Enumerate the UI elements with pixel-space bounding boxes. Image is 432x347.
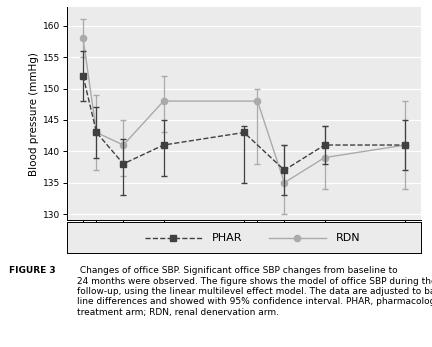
Text: FIGURE 3: FIGURE 3: [9, 266, 55, 275]
Text: RDN: RDN: [336, 233, 361, 243]
Y-axis label: Blood pressure (mmHg): Blood pressure (mmHg): [29, 52, 38, 176]
Text: PHAR: PHAR: [212, 233, 243, 243]
Text: Changes of office SBP. Significant office SBP changes from baseline to
24 months: Changes of office SBP. Significant offic…: [77, 266, 432, 317]
X-axis label: Follow-up-(months): Follow-up-(months): [194, 240, 295, 251]
